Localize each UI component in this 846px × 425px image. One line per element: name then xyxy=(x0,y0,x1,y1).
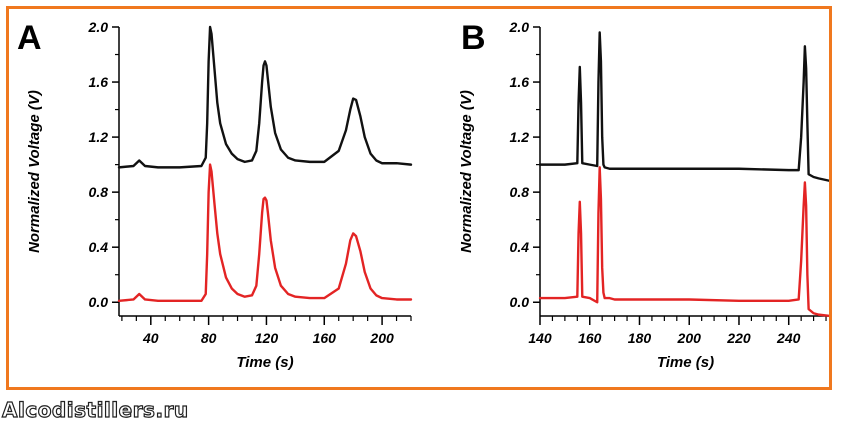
x-tick-label: 200 xyxy=(369,330,394,346)
x-tick-label: 180 xyxy=(628,330,652,346)
panel-label: B xyxy=(461,19,486,57)
figure-canvas: 0.0 0.4 0.8 1.2 1.6 2.0 40 80 120 160 200 Time (s) N… xyxy=(17,19,829,371)
y-tick-label: 0.0 xyxy=(89,294,109,310)
x-tick-label: 160 xyxy=(578,330,602,346)
series-line-lower-trace xyxy=(117,163,413,303)
panel-a: 0.0 0.4 0.8 1.2 1.6 2.0 40 80 120 160 200 Time (s) N… xyxy=(17,19,413,371)
series-line-upper-trace xyxy=(117,25,413,169)
x-axis-title: Time (s) xyxy=(657,354,714,371)
watermark-text: Alcodistillers.ru xyxy=(1,397,189,422)
y-tick-label: 2.0 xyxy=(509,19,530,35)
y-tick-label: 2.0 xyxy=(88,19,109,35)
x-tick-label: 120 xyxy=(255,330,279,346)
x-tick-label: 200 xyxy=(677,330,702,346)
x-tick-label: 80 xyxy=(201,330,217,346)
y-tick-label: 1.2 xyxy=(89,129,109,145)
x-tick-label: 40 xyxy=(142,330,159,346)
y-tick-label: 0.0 xyxy=(510,294,530,310)
x-tick-label: 240 xyxy=(776,330,801,346)
y-tick-label: 0.8 xyxy=(510,184,530,200)
y-axis-title: Normalized Voltage (V) xyxy=(458,90,475,253)
panel-b: 0.0 0.4 0.8 1.2 1.6 2.0 140 160 180 200 220 240 Time… xyxy=(458,19,829,371)
series-line-upper-trace xyxy=(538,31,829,182)
y-tick-label: 0.4 xyxy=(510,239,530,255)
panel-label: A xyxy=(17,19,42,57)
x-tick-label: 140 xyxy=(528,330,552,346)
x-tick-label: 220 xyxy=(726,330,751,346)
series-line-lower-trace xyxy=(538,166,829,317)
y-tick-label: 0.4 xyxy=(89,239,109,255)
x-axis-title: Time (s) xyxy=(236,354,293,371)
figure-frame: 0.0 0.4 0.8 1.2 1.6 2.0 40 80 120 160 200 Time (s) N… xyxy=(6,6,832,390)
y-axis-title: Normalized Voltage (V) xyxy=(26,90,43,253)
y-tick-label: 0.8 xyxy=(89,184,109,200)
y-tick-label: 1.6 xyxy=(510,74,530,90)
y-tick-label: 1.6 xyxy=(89,74,109,90)
y-tick-label: 1.2 xyxy=(510,129,530,145)
x-tick-label: 160 xyxy=(313,330,337,346)
